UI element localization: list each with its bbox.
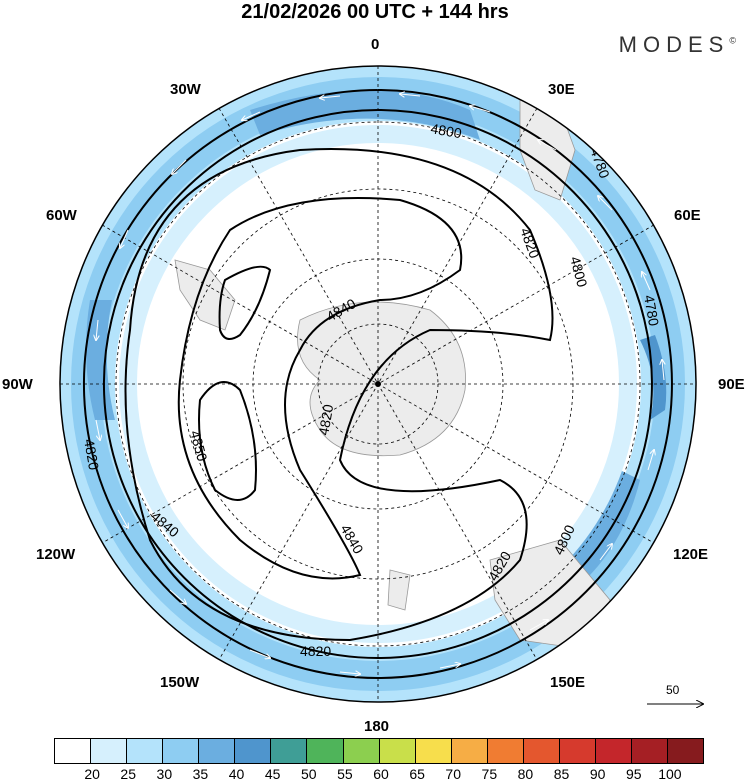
colorbar-bin [55,739,92,763]
lon-label-0: 0 [371,36,380,53]
colorbar-tick: 80 [517,766,534,782]
lon-label-30w: 30W [170,81,201,98]
colorbar-bin [415,739,452,763]
contour-label: 4850 [187,429,211,463]
colorbar-bin [451,739,488,763]
colorbar-tick: 70 [445,766,462,782]
colorbar-bin [632,739,669,763]
wind-arrow [95,419,100,440]
colorbar-bin [523,739,560,763]
wind-arrow [647,450,654,471]
contour-label: 4800 [567,255,591,289]
colorbar-bin [307,739,344,763]
colorbar-tick: 25 [120,766,137,782]
brand-logo: MODES© [619,32,736,58]
colorbar-bin [343,739,380,763]
contour-label: 4800 [429,120,463,141]
colorbar-bin [199,739,236,763]
wind-arrow [339,672,360,674]
wind-arrow [320,96,341,98]
contour-4840 [124,148,554,642]
lon-label-180: 180 [364,718,390,735]
colorbar-tick: 85 [553,766,570,782]
wind-arrow [470,106,491,113]
wind-arrow [599,544,612,561]
map-boundary [59,65,697,703]
wind-vectors [96,94,664,674]
colorbar-bin [595,739,632,763]
lon-label-120w: 120W [36,546,76,563]
map-title: 21/02/2026 00 UTC + 144 hrs [241,1,509,23]
wind-arrow [117,509,128,528]
jet-core-north [250,90,480,140]
lon-label-120e: 120E [673,546,709,563]
wind-arrow [439,664,460,669]
colorbar-tick: 90 [589,766,606,782]
wind-arrow [249,649,270,658]
wind-arrow [529,620,548,631]
colorbar-tick: 45 [264,766,281,782]
wind-arrow [538,140,557,151]
colorbar-bin [668,739,704,763]
jet-core-west [86,300,115,420]
lon-label-150w: 150W [160,674,200,691]
wind-arrow [96,319,98,340]
contour-4850 [198,381,257,501]
colorbar-tick: 20 [84,766,100,782]
brand-name: MODES [618,32,730,57]
contour-4840-low [218,265,272,340]
reference-vector [647,682,705,712]
colorbar-bin [91,739,128,763]
colorbar-bin [487,739,524,763]
polar-map: 4800 4780 4820 4800 4780 4840 4820 4850 … [59,65,697,703]
south-pole-marker [375,381,381,387]
wind-arrow [662,360,664,381]
reference-vector-label: 50 [666,683,680,697]
lon-label-90e: 90E [718,376,745,393]
contour-label: 4820 [315,403,336,437]
colorbar-tick: 55 [337,766,353,782]
lon-label-30e: 30E [548,81,575,98]
wind-arrow [172,159,187,174]
colorbar [54,738,704,764]
colorbar-tick: 30 [156,766,173,782]
lon-label-90w: 90W [2,376,33,393]
colorbar-tick: 100 [658,766,682,782]
colorbar-bin [379,739,416,763]
colorbar-ticks: 20 25 30 35 40 45 50 55 60 65 70 75 80 85 90 95 100 [54,766,704,782]
wind-arrow [400,94,421,96]
contour-4800 [83,89,673,679]
wind-arrow [120,229,129,248]
wind-arrow [169,589,186,604]
lon-label-150e: 150E [550,674,586,691]
colorbar-tick: 65 [409,766,425,782]
wind-arrow [242,111,261,120]
colorbar-bin [163,739,200,763]
colorbar-bin [559,739,596,763]
colorbar-tick: 60 [373,766,389,782]
colorbar-bin [127,739,164,763]
new-zealand [387,569,411,611]
colorbar-bin [235,739,272,763]
wind-arrow [598,196,613,211]
colorbar-tick: 95 [625,766,642,782]
contour-4820 [102,109,653,659]
colorbar-bin [271,739,308,763]
brand-copyright: © [729,35,736,46]
graticule [60,66,696,702]
contour-label: 4780 [641,294,662,328]
lon-label-60w: 60W [46,207,77,224]
colorbar-tick: 35 [192,766,209,782]
contour-label: 4820 [300,643,331,659]
colorbar-tick: 75 [481,766,498,782]
lon-label-60e: 60E [674,207,701,224]
contour-label: 4820 [81,438,102,472]
colorbar-tick: 40 [228,766,245,782]
antarctica [297,301,466,457]
height-contours [83,89,673,679]
colorbar-tick: 50 [300,766,317,782]
jet-core-max [640,335,667,420]
contour-4840-inner [177,197,463,580]
wind-arrow [642,272,651,291]
